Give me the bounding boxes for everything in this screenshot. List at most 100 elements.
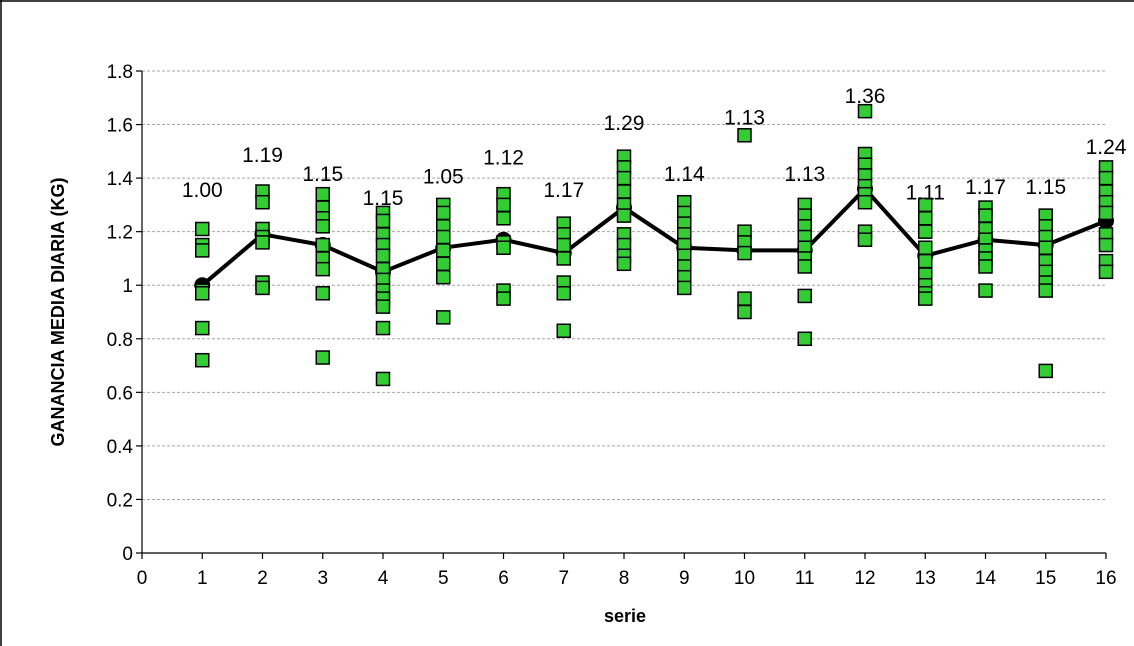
- observation-point: [195, 243, 210, 258]
- observation-point: [1038, 283, 1053, 298]
- x-tick-label: 11: [795, 568, 815, 589]
- observation-point: [918, 224, 933, 239]
- observation-point: [375, 320, 391, 336]
- observation-point: [195, 221, 210, 237]
- mean-value-label: 1.29: [604, 112, 645, 135]
- mean-value-label: 1.13: [784, 163, 825, 186]
- mean-value-label: 1.13: [724, 107, 765, 130]
- observation-point: [978, 259, 993, 274]
- observation-point: [496, 291, 511, 306]
- observation-point: [436, 243, 451, 258]
- observation-point: [1038, 240, 1053, 255]
- x-tick-label: 2: [257, 568, 268, 589]
- observation-point: [496, 211, 511, 226]
- mean-value-label: 1.15: [302, 163, 343, 186]
- observation-point: [857, 194, 873, 210]
- observation-point: [616, 208, 632, 223]
- observation-point: [556, 286, 571, 301]
- observation-point: [616, 170, 632, 186]
- x-tick-label: 8: [619, 568, 630, 589]
- observation-point: [315, 261, 330, 277]
- observation-point: [496, 240, 511, 255]
- observation-point: [315, 350, 330, 365]
- observation-point: [375, 213, 391, 229]
- observation-point: [315, 237, 330, 253]
- x-tick-label: 12: [854, 568, 875, 589]
- observation-point: [1098, 205, 1114, 221]
- gridlines: [142, 70, 1106, 500]
- observation-point: [1098, 264, 1114, 280]
- observation-point: [978, 208, 993, 223]
- observation-point: [857, 103, 873, 119]
- mean-value-label: 1.17: [965, 176, 1006, 199]
- x-tick-label: 4: [378, 568, 389, 589]
- mean-value-label: 1.11: [906, 182, 945, 205]
- mean-value-labels: 1.00 1.19 1.15 1.15 1.05 1.12 1.17 1.29 1.14 1.13…: [182, 85, 1127, 210]
- observation-point: [375, 371, 391, 387]
- observation-point: [436, 256, 451, 272]
- observation-series: [195, 103, 1114, 387]
- mean-value-label: 1.05: [423, 165, 464, 188]
- y-tick-label: 0.6: [107, 383, 133, 404]
- observation-point: [556, 251, 571, 266]
- y-tick-label: 1.4: [107, 169, 134, 190]
- observation-point: [195, 352, 210, 368]
- x-tick-label: 16: [1095, 568, 1116, 589]
- observation-point: [737, 245, 752, 261]
- y-tick-label: 0.4: [107, 437, 134, 458]
- mean-value-label: 1.00: [182, 179, 223, 202]
- observation-point: [677, 280, 692, 296]
- observation-point: [255, 280, 270, 296]
- observation-point: [737, 291, 752, 306]
- observation-point: [918, 291, 933, 306]
- observation-point: [857, 232, 873, 247]
- observation-point: [255, 194, 270, 210]
- x-tick-label: 15: [1035, 568, 1056, 589]
- observation-point: [1098, 237, 1114, 253]
- y-tick-label: 1.2: [107, 223, 133, 244]
- y-tick-label: 1: [122, 276, 133, 297]
- mean-value-label: 1.17: [543, 179, 584, 202]
- x-tick-label: 3: [317, 568, 328, 589]
- observation-point: [375, 299, 391, 314]
- x-tick-label: 13: [915, 568, 936, 589]
- y-tick-label: 0.2: [107, 490, 133, 511]
- mean-value-label: 1.24: [1086, 136, 1127, 159]
- mean-line: [201, 186, 1107, 287]
- observation-point: [616, 256, 632, 272]
- x-tick-label: 7: [558, 568, 569, 589]
- observation-point: [797, 331, 812, 347]
- observation-point: [556, 237, 571, 253]
- observation-point: [918, 253, 933, 269]
- y-tick-label: 0: [122, 544, 133, 565]
- observation-point: [737, 304, 752, 320]
- x-tick-label: 1: [197, 568, 208, 589]
- observation-point: [375, 248, 391, 264]
- observation-point: [436, 229, 451, 245]
- observation-point: [1098, 170, 1114, 186]
- mean-value-label: 1.12: [483, 147, 524, 170]
- observation-point: [797, 288, 812, 304]
- x-tick-label: 6: [498, 568, 509, 589]
- observation-point: [918, 211, 933, 226]
- observation-point: [556, 323, 571, 338]
- observation-point: [315, 219, 330, 234]
- observation-point: [436, 205, 451, 221]
- y-axis-title: GANANCIA MEDIA DIARIA (KG): [48, 178, 68, 447]
- axes: 00.20.40.60.811.21.41.61.80 1 2 3 4 5 6 7 8 9 10 11…: [107, 62, 1117, 589]
- observation-point: [1038, 363, 1053, 379]
- observation-point: [797, 259, 812, 274]
- observation-point: [255, 235, 270, 250]
- observation-point: [195, 320, 210, 336]
- observation-point: [496, 197, 511, 213]
- observation-point: [195, 286, 210, 301]
- observation-point: [315, 186, 330, 202]
- observation-point: [616, 184, 632, 199]
- observation-point: [918, 240, 933, 255]
- mean-value-label: 1.14: [664, 163, 705, 186]
- y-tick-label: 0.8: [107, 330, 133, 351]
- x-axis-title: serie: [604, 606, 646, 626]
- mean-value-label: 1.19: [242, 144, 283, 167]
- x-tick-label: 5: [438, 568, 449, 589]
